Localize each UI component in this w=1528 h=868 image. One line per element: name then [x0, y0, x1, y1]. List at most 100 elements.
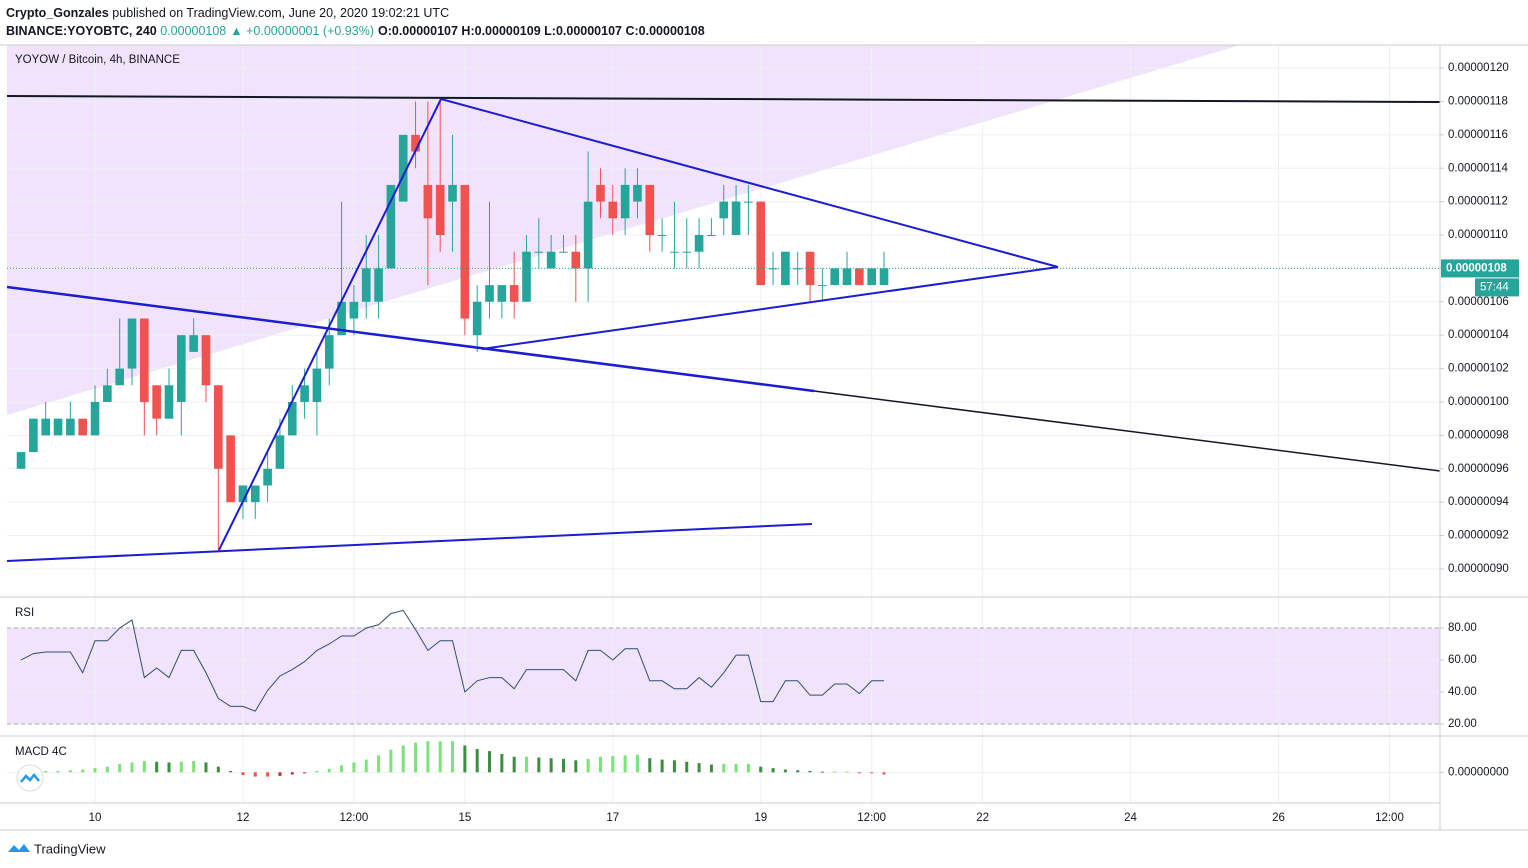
macd-bar	[167, 762, 171, 773]
macd-bar	[192, 761, 196, 773]
macd-bar	[672, 760, 676, 773]
candle-body	[830, 268, 840, 286]
macd-bar	[414, 742, 418, 773]
y-tick-label: 0.00000100	[1448, 396, 1509, 408]
candle-body	[534, 251, 544, 253]
macd-bar	[808, 770, 812, 773]
macd-bar	[229, 770, 233, 773]
macd-bar	[290, 772, 294, 775]
y-tick-label: 0.00000104	[1448, 329, 1509, 341]
macd-bar	[266, 772, 270, 777]
macd-bar	[216, 766, 220, 773]
macd-bar	[783, 769, 787, 773]
last: 0.00000108	[160, 24, 227, 38]
macd-bar	[142, 761, 146, 773]
candle-body	[53, 418, 63, 436]
y-tick-label: 0.00000114	[1448, 162, 1509, 174]
candle-body	[312, 368, 322, 402]
y-tick-label: 0.00000092	[1448, 530, 1509, 542]
macd-bar	[93, 768, 97, 773]
high: H:0.00000109	[461, 24, 541, 38]
candle-body	[66, 418, 75, 436]
macd-bar	[241, 772, 245, 776]
low: L:0.00000107	[544, 24, 622, 38]
macd-bar	[204, 762, 208, 773]
macd-bar	[820, 771, 824, 773]
y-tick-label: 40.00	[1448, 686, 1477, 698]
macd-bar	[574, 760, 578, 773]
macd-bar	[327, 768, 331, 773]
macd-bar	[845, 771, 849, 773]
candle-body	[559, 251, 568, 253]
candle-body	[349, 301, 359, 319]
y-tick-label: 0.00000116	[1448, 129, 1508, 141]
macd-bar	[426, 741, 430, 773]
candle-body	[583, 201, 593, 269]
y-tick-label: 0.00000102	[1448, 363, 1509, 375]
macd-bar	[278, 772, 282, 776]
macd-bar	[253, 772, 257, 777]
macd-bar	[660, 759, 664, 773]
candle-body	[78, 418, 88, 436]
last-price-label: 0.00000108	[1446, 262, 1507, 274]
published: published on TradingView.com, June 20, 2…	[112, 6, 450, 20]
candle-body	[250, 485, 260, 503]
candle-body	[756, 201, 766, 286]
candle-body	[287, 401, 297, 436]
x-tick-label: 24	[1124, 812, 1137, 824]
candle-body	[694, 235, 704, 252]
macd-bar	[389, 749, 393, 773]
candle-body	[411, 134, 420, 152]
candle-body	[300, 385, 309, 402]
symbol: BINANCE:YOYOBTC, 240	[6, 24, 157, 38]
candle-body	[818, 285, 827, 287]
macd-bar	[56, 770, 60, 773]
macd-bar	[549, 758, 553, 773]
candle-body	[485, 285, 494, 302]
macd-bar	[438, 741, 442, 773]
macd-bar	[81, 769, 85, 773]
candle-body	[670, 251, 679, 253]
y-tick-label: 0.00000112	[1448, 196, 1508, 208]
support-extension	[813, 390, 1441, 472]
macd-bar	[697, 763, 701, 773]
macd-bar	[340, 765, 344, 773]
macd-bar	[401, 745, 405, 773]
candle-body	[398, 134, 408, 202]
macd-bar	[44, 770, 48, 773]
pane-title: MACD 4C	[15, 746, 67, 758]
candle-body	[620, 184, 630, 219]
macd-bar	[709, 764, 713, 773]
candle-body	[472, 301, 482, 336]
y-tick-label: 0.00000098	[1448, 429, 1509, 441]
candle-body	[189, 335, 198, 352]
macd-bar	[796, 770, 800, 773]
macd-bar	[685, 761, 689, 773]
macd-bar	[512, 756, 516, 773]
macd-bar	[857, 772, 861, 774]
candle-body	[164, 385, 174, 419]
x-tick-label: 12	[237, 812, 250, 824]
candle-body	[41, 418, 51, 436]
macd-bar	[561, 758, 565, 773]
candle-body	[435, 184, 445, 236]
macd-bar	[377, 755, 381, 773]
candle-body	[719, 201, 729, 219]
candle-body	[768, 268, 778, 270]
macd-bar	[833, 771, 837, 773]
author: Crypto_Gonzales	[6, 6, 109, 20]
macd-bar	[870, 772, 874, 774]
candle-body	[546, 251, 556, 269]
candle-body	[855, 268, 864, 286]
candle-body	[497, 285, 507, 302]
candle-body	[682, 251, 692, 253]
candle-body	[596, 184, 605, 202]
change: ▲ +0.00000001 (+0.93%)	[230, 24, 374, 38]
candle-body	[226, 435, 235, 503]
y-tick-label: 60.00	[1448, 654, 1477, 666]
macd-bar	[771, 768, 775, 773]
candle-body	[522, 251, 531, 302]
x-tick-label: 12:00	[857, 812, 886, 824]
candle-body	[633, 184, 642, 202]
